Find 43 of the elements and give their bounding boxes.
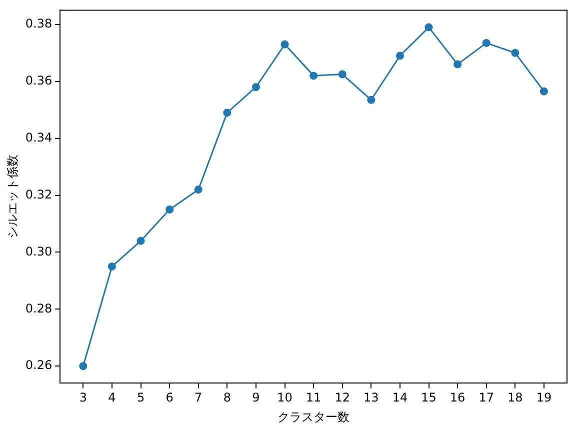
x-tick-label: 15 <box>421 390 436 405</box>
x-tick-label: 13 <box>364 390 379 405</box>
point <box>194 186 202 194</box>
point <box>424 23 433 32</box>
point <box>454 60 462 68</box>
point <box>280 40 289 48</box>
point <box>166 206 174 214</box>
point <box>396 52 404 60</box>
x-tick-label: 19 <box>536 390 552 405</box>
x-tick-label: 5 <box>136 390 145 405</box>
x-tick-label: 18 <box>508 390 523 405</box>
x-tick-label: 17 <box>478 390 494 405</box>
point <box>108 262 116 270</box>
x-tick-label: 10 <box>277 390 292 405</box>
x-tick-label: 7 <box>194 390 202 405</box>
x-axis-title: クラスター数 <box>278 410 350 424</box>
y-tick-label: 0.36 <box>25 74 52 88</box>
y-tick-label: 0.30 <box>25 244 52 258</box>
point <box>540 87 548 96</box>
y-axis-title: シルエット係数 <box>5 154 20 239</box>
point <box>223 108 232 117</box>
point <box>511 48 520 57</box>
y-tick-label: 0.38 <box>25 16 52 31</box>
point <box>367 96 376 104</box>
x-tick-label: 6 <box>166 390 174 405</box>
x-tick-label: 3 <box>79 390 87 405</box>
point <box>252 83 260 92</box>
point <box>482 38 490 47</box>
y-tick-label: 0.28 <box>25 301 52 316</box>
x-tick-label: 16 <box>450 390 466 405</box>
point <box>79 362 88 370</box>
x-tick-label: 14 <box>392 390 408 405</box>
x-tick-label: 9 <box>252 390 260 405</box>
y-tick-label: 0.34 <box>25 130 52 144</box>
x-tick-label: 4 <box>108 390 116 405</box>
point <box>310 72 318 80</box>
y-tick-label: 0.26 <box>25 358 52 372</box>
x-tick-label: 11 <box>306 390 322 405</box>
point <box>136 236 145 245</box>
y-tick-label: 0.32 <box>25 187 52 202</box>
x-tick-label: 12 <box>334 390 350 405</box>
x-tick-label: 8 <box>223 390 231 405</box>
point <box>338 70 346 78</box>
